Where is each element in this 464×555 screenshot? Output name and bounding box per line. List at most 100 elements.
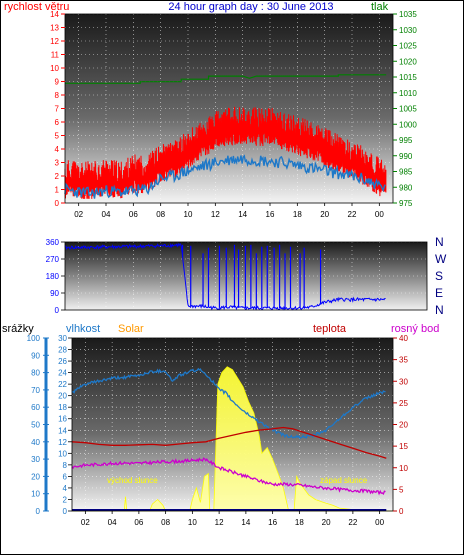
tick-label-rain: 100 — [27, 334, 41, 343]
tick-label-humidity: 6 — [63, 472, 68, 481]
tick-label-rain: 0 — [36, 507, 41, 516]
tick-label-wind: 7 — [55, 105, 60, 114]
direction-degree-axis: 0 90 180 270 360 — [46, 238, 65, 315]
series-line-temperature — [71, 426, 387, 459]
tick-label-humidity: 8 — [63, 461, 68, 470]
tick-label-wind: 11 — [51, 51, 60, 60]
tick-label-rain: 70 — [31, 386, 40, 395]
tick-label-pressure: 1020 — [399, 57, 417, 66]
pressure-axis: 975 980 985 990 995 1000 1005 1010 1015 1020 1025 1… — [393, 10, 417, 208]
tick-label-rain: 80 — [31, 369, 40, 378]
tick-label-degree: 90 — [50, 289, 59, 298]
tick-label-degree: 360 — [46, 238, 60, 247]
tick-label-pressure: 1015 — [399, 73, 417, 82]
tick-label-humidity: 0 — [63, 507, 68, 516]
tick-label-humidity: 18 — [58, 403, 67, 412]
tick-label-pressure: 1035 — [399, 10, 417, 19]
tick-label-degree: 180 — [46, 272, 60, 281]
tick-label-humidity: 24 — [58, 369, 67, 378]
tick-label-temperature: 5 — [399, 485, 404, 494]
series-line-pressure — [65, 74, 387, 84]
dewpoint-axis-label: rosný bod — [391, 323, 439, 335]
tick-label-time: 22 — [348, 518, 357, 527]
tick-label-pressure: 995 — [399, 136, 413, 145]
tick-label-wind: 0 — [55, 199, 60, 208]
tick-label-temperature: 40 — [399, 334, 408, 343]
tick-label-time: 16 — [266, 210, 275, 219]
tick-label-pressure: 1025 — [399, 42, 417, 51]
tick-label-pressure: 1010 — [399, 89, 417, 98]
tick-label-rain: 10 — [31, 490, 40, 499]
tick-label-wind: 12 — [50, 37, 59, 46]
time-axis-climate: 02 04 06 08 10 12 14 16 18 20 22 00 — [81, 511, 385, 527]
tick-label-wind: 8 — [55, 91, 60, 100]
tick-label-time: 08 — [156, 210, 165, 219]
compass-label: N — [435, 235, 444, 249]
tick-label-rain: 20 — [31, 472, 40, 481]
tick-label-time: 00 — [375, 210, 384, 219]
tick-label-rain: 50 — [31, 421, 40, 430]
tick-label-temperature: 30 — [399, 377, 408, 386]
temperature-axis-label: teplota — [313, 323, 347, 335]
tick-label-time: 14 — [241, 518, 250, 527]
time-axis-wind: 02 04 06 08 10 12 14 16 18 20 22 00 — [74, 203, 384, 219]
tick-label-degree: 270 — [46, 255, 60, 264]
tick-label-temperature: 10 — [399, 464, 408, 473]
tick-label-time: 04 — [102, 210, 111, 219]
wind-series-group — [64, 74, 387, 199]
tick-label-wind: 3 — [55, 159, 60, 168]
tick-label-wind: 5 — [55, 132, 60, 141]
direction-series-group — [64, 242, 386, 311]
tick-label-humidity: 22 — [58, 380, 67, 389]
chart-title: 24 hour graph day : 30 June 2013 — [168, 1, 333, 13]
tick-label-time: 16 — [268, 518, 277, 527]
tick-label-humidity: 14 — [58, 426, 67, 435]
tick-label-pressure: 980 — [399, 183, 413, 192]
tick-label-time: 22 — [348, 210, 357, 219]
tick-label-time: 00 — [375, 518, 384, 527]
compass-label: S — [435, 269, 443, 283]
series-line-gust — [64, 106, 387, 199]
series-line-dewpoint — [71, 457, 386, 496]
sunrise-label: východ slunce — [107, 476, 158, 485]
tick-label-humidity: 16 — [58, 415, 67, 424]
tick-label-pressure: 1005 — [399, 105, 417, 114]
tick-label-humidity: 28 — [58, 346, 67, 355]
tick-label-wind: 10 — [50, 64, 59, 73]
compass-label: N — [435, 303, 444, 317]
tick-label-temperature: 25 — [399, 399, 408, 408]
tick-label-wind: 4 — [55, 145, 60, 154]
climate-series-group — [71, 366, 393, 512]
tick-label-time: 04 — [108, 518, 117, 527]
wind-axis-label: rychlost větru — [4, 1, 69, 13]
tick-label-wind: 6 — [55, 118, 60, 127]
tick-label-time: 14 — [238, 210, 247, 219]
tick-label-pressure: 1000 — [399, 120, 417, 129]
tick-label-time: 12 — [211, 210, 220, 219]
rain-axis: 0 10 20 30 40 50 60 70 80 90 100 — [27, 334, 49, 516]
tick-label-rain: 90 — [31, 351, 40, 360]
tick-label-time: 20 — [320, 210, 329, 219]
pressure-axis-label: tlak — [371, 1, 389, 13]
series-line-direction — [64, 242, 386, 311]
tick-label-pressure: 975 — [399, 199, 413, 208]
tick-label-degree: 0 — [55, 306, 60, 315]
tick-label-rain: 60 — [31, 403, 40, 412]
tick-label-humidity: 30 — [58, 334, 67, 343]
tick-label-time: 02 — [74, 210, 83, 219]
tick-label-wind: 14 — [50, 10, 59, 19]
tick-label-time: 20 — [322, 518, 331, 527]
tick-label-humidity: 2 — [63, 495, 68, 504]
tick-label-time: 02 — [81, 518, 90, 527]
compass-label: W — [435, 252, 447, 266]
tick-label-rain: 30 — [31, 455, 40, 464]
series-line-average-wind — [64, 154, 386, 199]
tick-label-time: 06 — [129, 210, 138, 219]
humidity-axis-label: vlhkost — [66, 323, 100, 335]
